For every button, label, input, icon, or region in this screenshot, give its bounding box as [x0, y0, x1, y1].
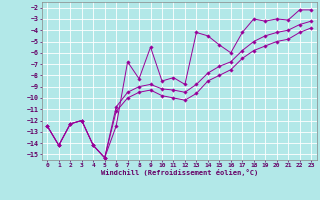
- X-axis label: Windchill (Refroidissement éolien,°C): Windchill (Refroidissement éolien,°C): [100, 169, 258, 176]
